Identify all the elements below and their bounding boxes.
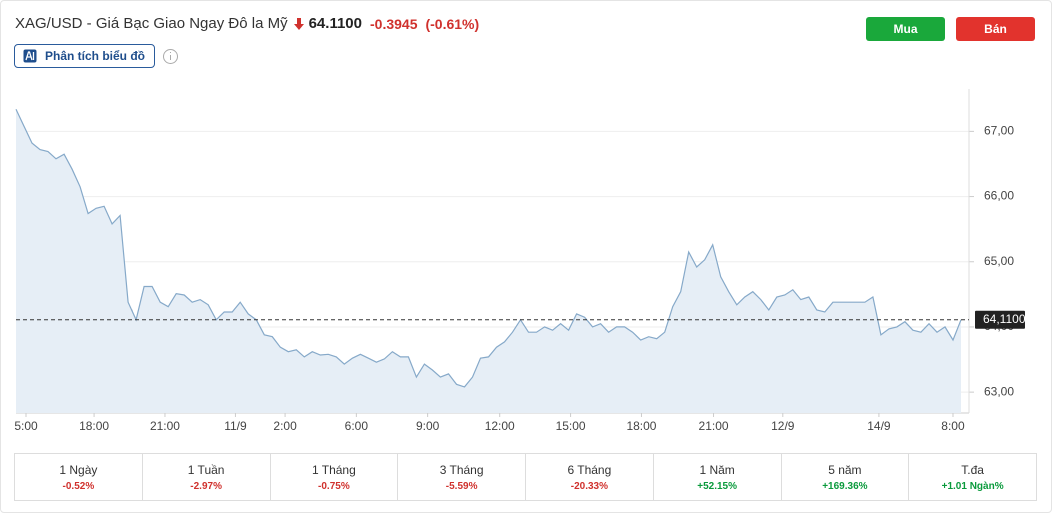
price-change: -0.3945 [370,15,418,32]
period-cell: 1 Tuần -2.97% [143,454,271,500]
last-price-label: 64,1100 [983,312,1026,326]
x-tick-label: 18:00 [626,419,656,433]
analysis-label: Phân tích biểu đồ [45,49,146,63]
period-table: 1 Ngày -0.52% 1 Tuần -2.97% 1 Tháng -0.75% 3 T… [14,453,1037,501]
chart: Investing.com63,0064,0065,0066,0067,005:… [14,89,1026,433]
info-icon[interactable] [163,49,178,64]
period-cell: 5 năm +169.36% [782,454,910,500]
x-tick-label: 12:00 [485,419,515,433]
period-change: -5.59% [445,480,478,492]
down-arrow [293,17,304,30]
x-tick-label: 21:00 [150,419,180,433]
y-tick-label: 67,00 [984,124,1014,138]
period-cell: 1 Ngày -0.52% [15,454,143,500]
ai-icon [23,49,37,63]
period-cell: 6 Tháng -20.33% [526,454,654,500]
period-cell: 1 Năm +52.15% [654,454,782,500]
x-tick-label: 18:00 [79,419,109,433]
period-change: -20.33% [570,480,608,492]
period-label: T.đa [961,462,984,477]
x-tick-label: 11/9 [224,419,247,433]
period-cell: T.đa +1.01 Ngàn% [909,454,1036,500]
x-tick-label: 2:00 [273,419,297,433]
instrument-title: XAG/USD - Giá Bạc Giao Ngay Đô la Mỹ [15,15,288,32]
period-label: 3 Tháng [439,462,484,477]
last-price-box [975,310,1025,329]
period-change: +1.01 Ngàn% [941,480,1004,492]
x-tick-label: 15:00 [556,419,586,433]
sell-button[interactable]: Bán [956,17,1035,41]
buy-button[interactable]: Mua [866,17,945,41]
x-tick-label: 6:00 [345,419,369,433]
price-change-percent: (-0.61%) [425,15,480,32]
analysis-button[interactable]: Phân tích biểu đồ [14,44,155,68]
x-tick-label: 5:00 [14,419,38,433]
y-tick-label: 66,00 [984,189,1014,203]
period-label: 1 Năm [699,462,735,477]
period-change: -0.52% [62,480,95,492]
period-label: 1 Ngày [59,462,98,477]
x-tick-label: 14/9 [867,419,891,433]
x-tick-label: 21:00 [699,419,729,433]
y-tick-label: 63,00 [984,384,1014,398]
period-change: +169.36% [822,480,868,492]
period-change: +52.15% [697,480,737,492]
period-cell: 3 Tháng -5.59% [398,454,526,500]
period-label: 1 Tháng [311,462,356,477]
area-fill [16,109,961,413]
period-label: 6 Tháng [567,462,612,477]
period-cell: 1 Tháng -0.75% [271,454,399,500]
period-label: 1 Tuần [187,462,225,477]
y-tick-label: 65,00 [984,254,1014,268]
period-label: 5 năm [828,462,862,477]
price-line [15,108,962,388]
x-tick-label: 9:00 [416,419,440,433]
x-tick-label: 8:00 [941,419,965,433]
last-price: 64.1100 [308,15,362,32]
header: XAG/USD - Giá Bạc Giao Ngay Đô la Mỹ 64.… [15,15,479,32]
x-tick-label: 12/9 [771,419,795,433]
period-change: -0.75% [318,480,350,492]
period-change: -2.97% [190,480,222,492]
